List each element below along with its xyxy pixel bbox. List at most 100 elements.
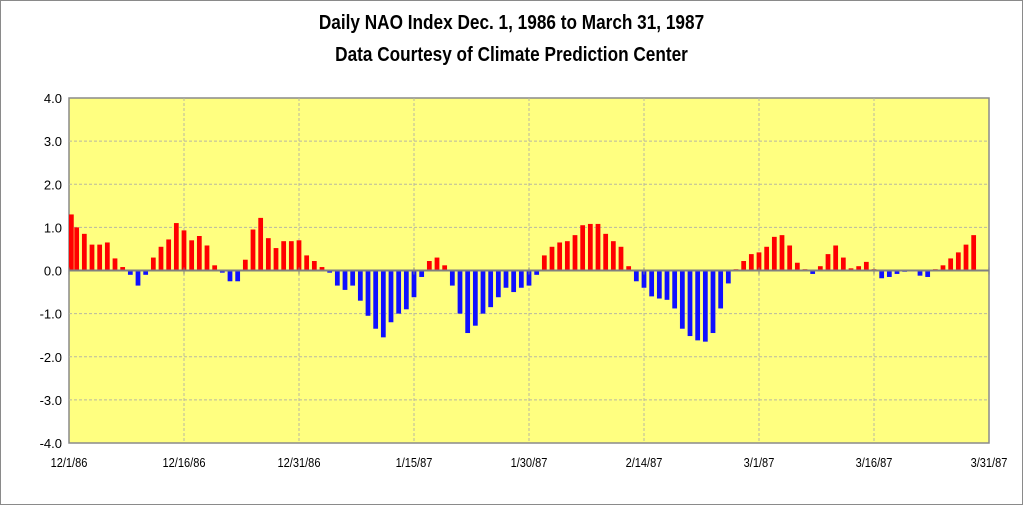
bar	[649, 270, 655, 297]
bar	[557, 242, 563, 271]
bar	[242, 259, 248, 271]
bar	[518, 270, 524, 288]
bar	[756, 252, 762, 271]
bar	[672, 270, 678, 309]
bar	[196, 236, 202, 271]
x-axis-ticks: 12/1/86 12/16/86 12/31/86 1/15/87 1/30/87 2/1…	[51, 267, 1008, 470]
bar	[380, 270, 386, 338]
bar	[480, 270, 486, 314]
bar	[495, 270, 501, 298]
bar	[319, 267, 325, 271]
bar	[687, 270, 693, 337]
bar	[334, 270, 340, 286]
bar	[189, 240, 195, 271]
bar	[89, 244, 95, 271]
bar	[564, 241, 570, 271]
y-tick-label: 2.0	[44, 177, 62, 192]
bar	[863, 261, 869, 271]
bar	[825, 254, 831, 271]
bar	[679, 270, 685, 329]
bar	[69, 214, 74, 271]
bar	[373, 270, 379, 329]
bar	[595, 223, 601, 271]
bar	[917, 270, 923, 276]
bar	[725, 270, 731, 284]
bar	[296, 240, 302, 271]
bar	[764, 246, 770, 271]
bar	[794, 262, 800, 271]
bar	[81, 233, 87, 271]
y-tick-label: 3.0	[44, 134, 62, 149]
bar	[971, 235, 977, 271]
bar	[281, 241, 287, 271]
bar	[488, 270, 494, 308]
bar	[74, 227, 80, 271]
bar	[748, 254, 754, 271]
bar	[610, 241, 616, 271]
bar	[940, 265, 946, 271]
x-tick-label: 12/1/86	[51, 455, 88, 470]
y-tick-label: -3.0	[40, 393, 62, 408]
bar	[710, 270, 716, 334]
bar	[311, 261, 317, 271]
bar	[442, 265, 448, 271]
bar	[112, 258, 118, 271]
bar	[626, 266, 632, 271]
bar	[695, 270, 701, 341]
bar	[549, 246, 555, 271]
bar	[955, 252, 961, 271]
y-tick-label: 4.0	[44, 91, 62, 106]
bar	[587, 223, 593, 271]
bar	[886, 270, 892, 277]
bar	[580, 225, 586, 271]
bar	[963, 244, 969, 271]
bar	[894, 270, 900, 274]
bar	[357, 270, 363, 301]
bar	[181, 230, 187, 271]
bar	[948, 258, 954, 271]
bar	[235, 270, 241, 282]
bar	[342, 270, 348, 290]
bar	[426, 261, 432, 271]
bar	[143, 270, 149, 275]
bar	[304, 255, 310, 271]
bar	[879, 270, 885, 279]
bar	[465, 270, 471, 334]
bar	[97, 244, 103, 271]
y-tick-label: -4.0	[40, 436, 62, 451]
bar	[204, 245, 210, 271]
bar	[603, 233, 609, 271]
x-tick-label: 3/16/87	[856, 455, 893, 470]
bar	[741, 261, 747, 271]
bar	[265, 238, 271, 271]
bar	[840, 257, 846, 271]
y-tick-label: 0.0	[44, 264, 62, 279]
bar	[258, 217, 264, 271]
bar	[702, 270, 708, 342]
x-tick-label: 12/31/86	[278, 455, 321, 470]
bar	[817, 266, 823, 271]
bar	[365, 270, 371, 316]
bar	[572, 235, 578, 271]
bar	[288, 241, 294, 271]
bar	[350, 270, 356, 286]
bar	[250, 229, 256, 271]
bar	[388, 270, 394, 323]
y-axis-ticks: 4.0 3.0 2.0 1.0 0.0 -1.0 -2.0 -3.0 -4.0	[40, 91, 62, 451]
bar	[104, 242, 110, 271]
bar	[526, 270, 532, 286]
chart-subtitle: Data Courtesy of Climate Prediction Cent…	[335, 44, 688, 66]
bar	[848, 268, 854, 271]
bar	[664, 270, 670, 300]
x-tick-label: 1/15/87	[396, 455, 433, 470]
bar	[503, 270, 509, 288]
y-tick-label: -1.0	[40, 307, 62, 322]
bar	[411, 270, 417, 298]
bar	[396, 270, 402, 314]
y-tick-label: 1.0	[44, 220, 62, 235]
x-tick-label: 3/1/87	[744, 455, 775, 470]
x-tick-label: 2/14/87	[626, 455, 663, 470]
bar	[212, 265, 218, 271]
x-tick-label: 3/31/87	[971, 455, 1008, 470]
